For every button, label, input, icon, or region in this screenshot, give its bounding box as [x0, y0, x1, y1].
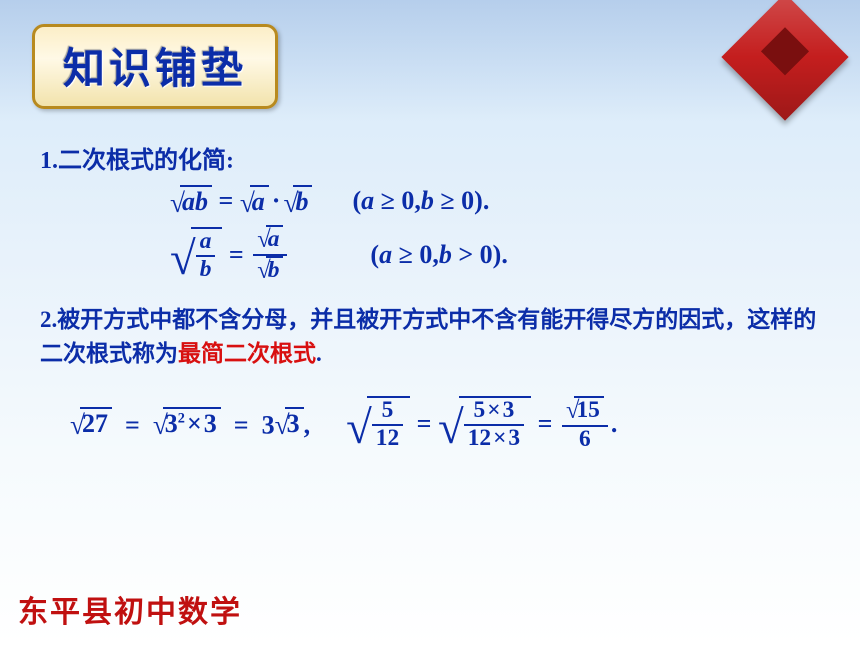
formula-sqrt-quotient: √ a b = √a √b (a ≥ 0,b > 0).: [170, 225, 820, 285]
radicand-ab: ab: [180, 185, 212, 217]
sqrt-a: √ a: [240, 185, 269, 217]
frac-a-over-b: a b: [196, 229, 216, 282]
examples-row: √27 = √32×3 = 3√3, √ 5 12 = √ 5×3 12×3: [70, 396, 820, 453]
slide-title: 知识铺垫: [63, 35, 247, 96]
sqrt-b: √ b: [283, 185, 312, 217]
item1-label: 1.二次根式的化简:: [40, 140, 820, 175]
example-27: √27 = √32×3 = 3√3,: [70, 407, 310, 441]
formula1-condition: (a ≥ 0,b ≥ 0).: [352, 186, 489, 216]
frac-sqrt-a-over-sqrt-b: √a √b: [253, 225, 287, 285]
equals: =: [222, 240, 250, 270]
equals: =: [212, 186, 240, 216]
sqrt-ab: √ ab: [170, 185, 212, 217]
formula-sqrt-product: √ ab = √ a · √ b (a ≥ 0,b ≥ 0).: [170, 185, 820, 217]
content-area: 1.二次根式的化简: √ ab = √ a · √ b (a ≥ 0,b ≥ 0…: [40, 140, 820, 452]
item2-highlight: 最简二次根式: [178, 341, 316, 366]
formula2-condition: (a ≥ 0,b > 0).: [370, 240, 507, 270]
radicand-a: a: [250, 185, 269, 217]
item2-suffix: .: [316, 341, 322, 366]
diamond-inner: [761, 27, 809, 75]
item2-text: 2.被开方式中都不含分母，并且被开方式中不含有能开得尽方的因式，这样的二次根式称…: [40, 303, 820, 372]
dot-operator: ·: [269, 186, 284, 216]
example-5-over-12: √ 5 12 = √ 5×3 12×3 = √15 6: [346, 396, 617, 453]
footer-text: 东平县初中数学: [18, 587, 242, 631]
title-box: 知识铺垫: [32, 24, 278, 109]
sqrt-frac-ab: √ a b: [170, 227, 222, 282]
item2-prefix: 2.被开方式中都不含分母，并且被开方式中不含有能开得尽方的因式，这样的二次根式称…: [40, 307, 816, 367]
radicand-b: b: [293, 185, 312, 217]
